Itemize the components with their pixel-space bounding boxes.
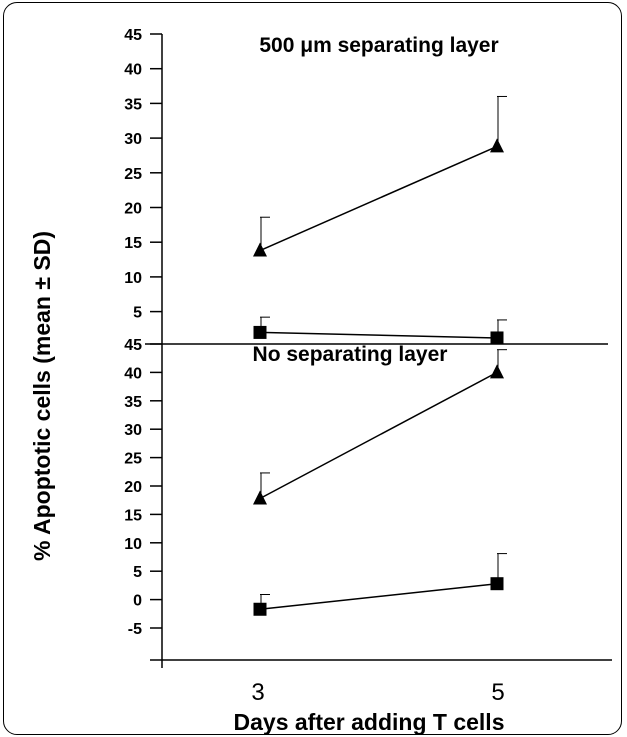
y-tick-label: 40 — [124, 365, 142, 382]
y-tick-label: 0 — [133, 593, 142, 610]
y-tick-label: 35 — [124, 96, 142, 113]
square-point — [490, 577, 504, 591]
y-tick-label: 45 — [124, 337, 142, 354]
y-tick-label: 25 — [124, 451, 142, 468]
top-panel-title: 500 μm separating layer — [259, 34, 498, 57]
series-line — [259, 371, 498, 500]
y-tick-label: 5 — [133, 564, 142, 581]
square-point — [253, 602, 267, 616]
y-tick-label: 20 — [124, 201, 142, 218]
y-tick-label: 15 — [124, 235, 142, 252]
y-tick-label: 10 — [124, 536, 142, 553]
y-tick-label: -5 — [128, 621, 142, 638]
square-point — [490, 331, 504, 345]
chart-marks: 45 40 35 30 25 20 15 10 5 45 40 35 30 25 20 15 10 5 0 -5 — [124, 27, 507, 638]
y-tick-label: 5 — [133, 305, 142, 322]
figure-frame — [3, 2, 622, 735]
y-tick-label: 10 — [124, 270, 142, 287]
bottom-panel-title: No separating layer — [253, 343, 448, 366]
triangle-point — [253, 242, 267, 257]
triangle-point — [253, 490, 267, 505]
y-tick-label: 20 — [124, 479, 142, 496]
y-tick-label: 25 — [124, 166, 142, 183]
square-point — [253, 325, 267, 339]
y-tick-label: 15 — [124, 507, 142, 524]
y-tick-label: 35 — [124, 394, 142, 411]
triangle-point — [490, 364, 504, 379]
y-tick-label: 45 — [124, 27, 142, 44]
x-tick-label: 3 — [251, 679, 264, 706]
y-tick-label: 40 — [124, 62, 142, 79]
x-axis-label: Days after adding T cells — [234, 709, 505, 735]
series-line — [259, 331, 498, 339]
series-line — [259, 582, 498, 611]
y-axis-label: % Apoptotic cells (mean ± SD) — [29, 231, 55, 561]
series-line — [259, 145, 498, 252]
y-tick-label: 30 — [124, 131, 142, 148]
y-tick-label: 30 — [124, 422, 142, 439]
x-tick-label: 5 — [491, 679, 504, 706]
triangle-point — [490, 138, 504, 153]
